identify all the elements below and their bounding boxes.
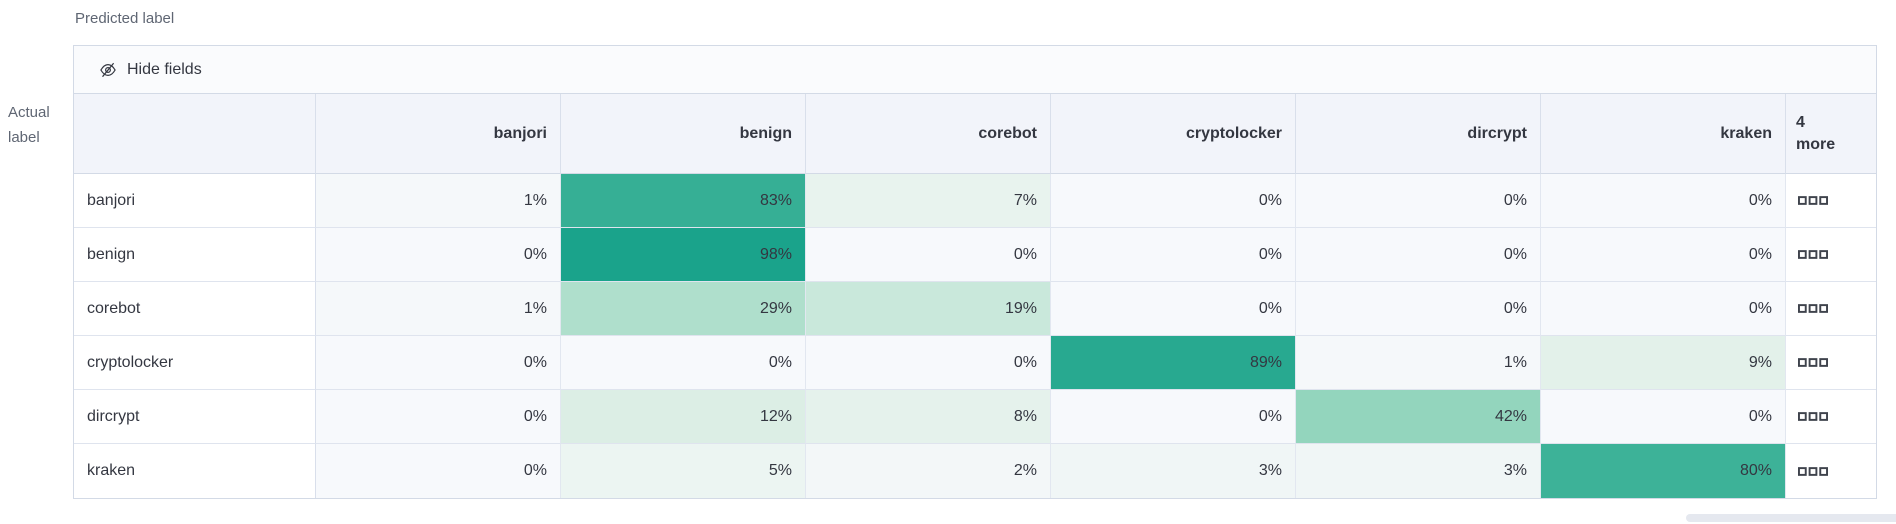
matrix-cell[interactable]: 0%: [561, 336, 806, 390]
matrix-cell[interactable]: 0%: [1296, 174, 1541, 228]
column-header-benign: benign: [561, 94, 806, 174]
column-header-banjori: banjori: [316, 94, 561, 174]
predicted-axis-label: Predicted label: [75, 10, 175, 27]
boxes-horizontal-icon: [1798, 250, 1828, 259]
boxes-horizontal-icon: [1798, 358, 1828, 367]
matrix-cell[interactable]: 8%: [806, 390, 1051, 444]
more-columns-button[interactable]: [1786, 390, 1876, 444]
matrix-cell[interactable]: 5%: [561, 444, 806, 498]
matrix-cell[interactable]: 0%: [806, 336, 1051, 390]
row-label-corebot: corebot: [74, 282, 316, 336]
matrix-cell[interactable]: 0%: [1296, 282, 1541, 336]
matrix-cell[interactable]: 0%: [806, 228, 1051, 282]
matrix-cell[interactable]: 98%: [561, 228, 806, 282]
matrix-cell[interactable]: 0%: [1541, 390, 1786, 444]
matrix-cell[interactable]: 12%: [561, 390, 806, 444]
matrix-cell[interactable]: 42%: [1296, 390, 1541, 444]
hide-fields-label: Hide fields: [127, 60, 202, 78]
matrix-cell[interactable]: 9%: [1541, 336, 1786, 390]
matrix-cell[interactable]: 0%: [1051, 228, 1296, 282]
matrix-cell[interactable]: 0%: [1051, 174, 1296, 228]
matrix-cell[interactable]: 1%: [1296, 336, 1541, 390]
row-label-benign: benign: [74, 228, 316, 282]
matrix-cell[interactable]: 19%: [806, 282, 1051, 336]
horizontal-scrollbar-thumb[interactable]: [1686, 514, 1896, 522]
matrix-cell[interactable]: 83%: [561, 174, 806, 228]
matrix-cell[interactable]: 0%: [316, 444, 561, 498]
hide-fields-button[interactable]: Hide fields: [74, 46, 1876, 94]
row-label-cryptolocker: cryptolocker: [74, 336, 316, 390]
row-label-banjori: banjori: [74, 174, 316, 228]
matrix-cell[interactable]: 0%: [1541, 228, 1786, 282]
more-columns-count: 4: [1796, 113, 1805, 131]
column-header-cryptolocker: cryptolocker: [1051, 94, 1296, 174]
more-columns-word: more: [1796, 135, 1836, 153]
matrix-cell[interactable]: 1%: [316, 174, 561, 228]
confusion-matrix-grid: banjori benign corebot cryptolocker dircrypt…: [74, 94, 1876, 498]
boxes-horizontal-icon: [1798, 196, 1828, 205]
matrix-cell[interactable]: 0%: [316, 390, 561, 444]
more-columns-header: 4 more: [1786, 94, 1876, 174]
matrix-cell[interactable]: 0%: [316, 228, 561, 282]
matrix-cell[interactable]: 89%: [1051, 336, 1296, 390]
column-header-kraken: kraken: [1541, 94, 1786, 174]
matrix-cell[interactable]: 0%: [1541, 282, 1786, 336]
matrix-cell[interactable]: 0%: [1541, 174, 1786, 228]
confusion-matrix-panel: Hide fields banjori benign corebot cryptolo…: [73, 45, 1877, 499]
actual-axis-label: Actual label: [8, 100, 50, 150]
matrix-cell[interactable]: 2%: [806, 444, 1051, 498]
eye-closed-icon: [99, 61, 117, 79]
column-header-dircrypt: dircrypt: [1296, 94, 1541, 174]
actual-axis-label-line1: Actual: [8, 104, 50, 121]
matrix-cell[interactable]: 0%: [316, 336, 561, 390]
actual-axis-label-line2: label: [8, 129, 40, 146]
more-columns-button[interactable]: [1786, 444, 1876, 498]
boxes-horizontal-icon: [1798, 412, 1828, 421]
matrix-corner-cell: [74, 94, 316, 174]
matrix-cell[interactable]: 7%: [806, 174, 1051, 228]
matrix-cell[interactable]: 3%: [1051, 444, 1296, 498]
matrix-cell[interactable]: 0%: [1051, 390, 1296, 444]
matrix-cell[interactable]: 0%: [1051, 282, 1296, 336]
more-columns-button[interactable]: [1786, 282, 1876, 336]
matrix-cell[interactable]: 3%: [1296, 444, 1541, 498]
more-columns-button[interactable]: [1786, 174, 1876, 228]
matrix-cell[interactable]: 29%: [561, 282, 806, 336]
boxes-horizontal-icon: [1798, 304, 1828, 313]
boxes-horizontal-icon: [1798, 466, 1828, 476]
column-header-corebot: corebot: [806, 94, 1051, 174]
matrix-cell[interactable]: 0%: [1296, 228, 1541, 282]
more-columns-button[interactable]: [1786, 336, 1876, 390]
row-label-kraken: kraken: [74, 444, 316, 498]
matrix-cell[interactable]: 1%: [316, 282, 561, 336]
matrix-cell[interactable]: 80%: [1541, 444, 1786, 498]
more-columns-button[interactable]: [1786, 228, 1876, 282]
row-label-dircrypt: dircrypt: [74, 390, 316, 444]
